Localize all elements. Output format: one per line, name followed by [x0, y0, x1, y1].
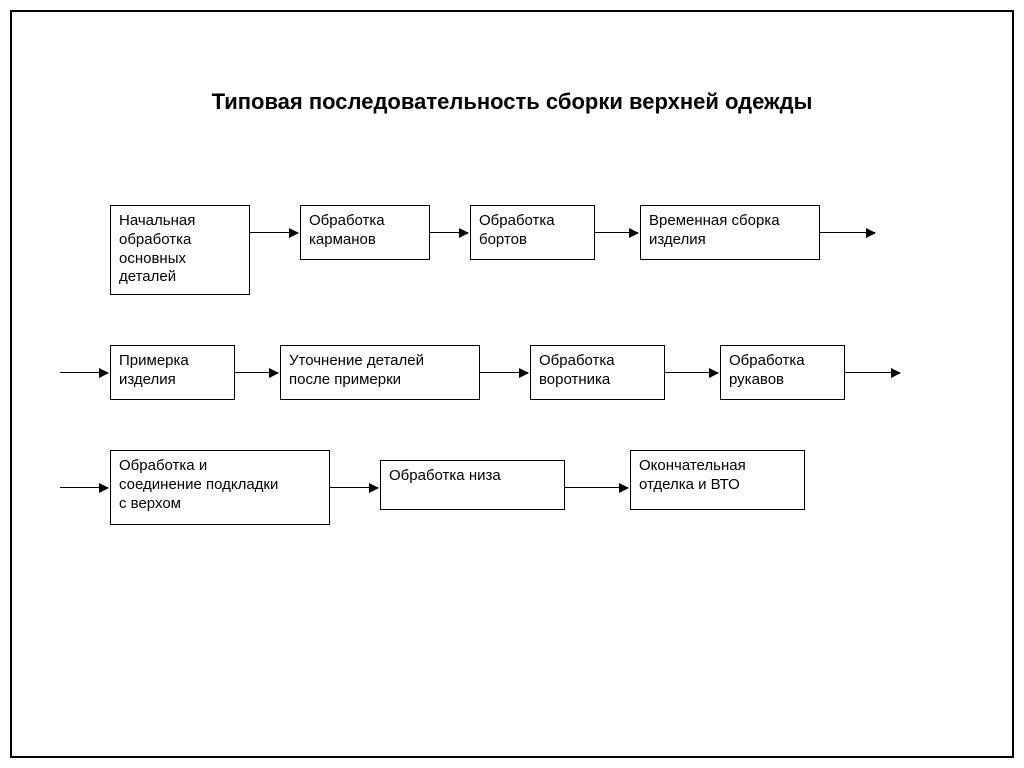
flow-arrow: [595, 232, 638, 233]
flow-node-n8: Обработка рукавов: [720, 345, 845, 400]
diagram-title: Типовая последовательность сборки верхне…: [0, 89, 1024, 115]
flow-node-n3: Обработка бортов: [470, 205, 595, 260]
flow-node-n6: Уточнение деталей после примерки: [280, 345, 480, 400]
flow-node-n11: Окончательная отделка и ВТО: [630, 450, 805, 510]
flow-arrow: [250, 232, 298, 233]
flow-node-n4: Временная сборка изделия: [640, 205, 820, 260]
flow-arrow: [820, 232, 875, 233]
flow-node-n10: Обработка низа: [380, 460, 565, 510]
flow-arrow: [430, 232, 468, 233]
flow-node-n2: Обработка карманов: [300, 205, 430, 260]
flow-arrow: [845, 372, 900, 373]
flow-arrow: [235, 372, 278, 373]
flow-node-n9: Обработка и соединение подкладки с верхо…: [110, 450, 330, 525]
flow-node-n1: Начальная обработка основных деталей: [110, 205, 250, 295]
flow-arrow: [565, 487, 628, 488]
flow-arrow: [480, 372, 528, 373]
flow-arrow: [60, 487, 108, 488]
flow-node-n5: Примерка изделия: [110, 345, 235, 400]
flow-arrow: [330, 487, 378, 488]
flow-arrow: [665, 372, 718, 373]
flow-arrow: [60, 372, 108, 373]
flow-node-n7: Обработка воротника: [530, 345, 665, 400]
